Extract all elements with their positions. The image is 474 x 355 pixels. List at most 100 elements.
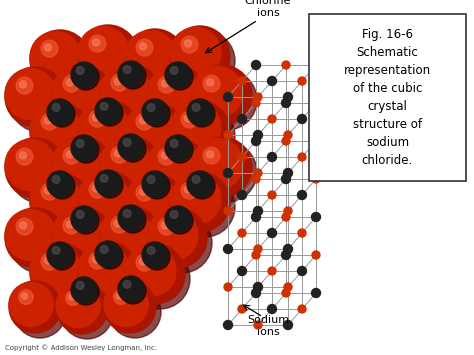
Circle shape — [100, 66, 151, 116]
Circle shape — [52, 138, 103, 190]
Circle shape — [83, 247, 143, 307]
Circle shape — [268, 191, 276, 199]
Circle shape — [237, 191, 246, 200]
Circle shape — [92, 39, 100, 46]
Circle shape — [105, 69, 165, 129]
Circle shape — [114, 290, 128, 304]
Circle shape — [252, 289, 261, 297]
Circle shape — [139, 258, 146, 265]
Circle shape — [35, 35, 95, 95]
Circle shape — [224, 321, 233, 329]
Circle shape — [123, 66, 131, 73]
Circle shape — [78, 102, 129, 153]
Circle shape — [83, 176, 143, 236]
Circle shape — [78, 242, 138, 302]
Circle shape — [63, 147, 80, 164]
Circle shape — [73, 208, 99, 234]
Circle shape — [52, 137, 112, 197]
Circle shape — [192, 176, 200, 183]
Circle shape — [19, 222, 27, 229]
Circle shape — [170, 103, 221, 153]
Circle shape — [30, 175, 81, 225]
Circle shape — [130, 179, 190, 239]
Circle shape — [224, 207, 232, 215]
Circle shape — [136, 254, 153, 271]
Circle shape — [252, 213, 261, 222]
Circle shape — [49, 173, 75, 199]
Circle shape — [311, 213, 320, 222]
Circle shape — [147, 247, 155, 254]
Circle shape — [252, 60, 261, 70]
Circle shape — [118, 276, 144, 302]
Circle shape — [267, 305, 276, 313]
Circle shape — [203, 147, 220, 164]
Circle shape — [252, 137, 261, 146]
Circle shape — [142, 99, 168, 125]
Circle shape — [56, 283, 100, 328]
Circle shape — [170, 66, 178, 74]
Circle shape — [167, 208, 193, 234]
Circle shape — [312, 251, 320, 259]
Circle shape — [298, 115, 307, 124]
Circle shape — [76, 140, 84, 147]
Circle shape — [170, 174, 221, 224]
Circle shape — [298, 229, 306, 237]
Circle shape — [109, 286, 161, 338]
Circle shape — [73, 137, 99, 163]
Circle shape — [35, 108, 95, 168]
Circle shape — [144, 101, 170, 127]
Circle shape — [49, 244, 75, 270]
Circle shape — [71, 277, 97, 303]
Circle shape — [167, 137, 193, 163]
Circle shape — [267, 229, 276, 237]
Circle shape — [117, 293, 123, 299]
Circle shape — [142, 242, 168, 268]
Circle shape — [73, 64, 99, 90]
Circle shape — [47, 171, 73, 197]
Circle shape — [95, 241, 121, 267]
Circle shape — [66, 79, 73, 86]
Circle shape — [147, 66, 207, 126]
Circle shape — [30, 104, 81, 155]
Circle shape — [311, 137, 320, 146]
Circle shape — [57, 70, 117, 130]
Circle shape — [78, 244, 129, 295]
Circle shape — [118, 61, 144, 87]
Circle shape — [10, 72, 70, 132]
Circle shape — [52, 66, 103, 118]
Circle shape — [41, 113, 58, 130]
Text: Sodium
ions: Sodium ions — [247, 315, 289, 337]
Circle shape — [139, 43, 146, 50]
Circle shape — [282, 61, 290, 69]
Circle shape — [125, 244, 185, 304]
Circle shape — [158, 76, 175, 93]
Circle shape — [125, 103, 185, 163]
Circle shape — [105, 211, 165, 271]
Circle shape — [120, 278, 146, 304]
Circle shape — [30, 103, 90, 163]
Circle shape — [104, 281, 156, 333]
Circle shape — [76, 66, 84, 74]
Circle shape — [71, 135, 97, 161]
Circle shape — [136, 113, 153, 130]
Circle shape — [147, 208, 207, 268]
Circle shape — [224, 93, 233, 102]
Circle shape — [152, 213, 212, 273]
Circle shape — [52, 247, 60, 254]
Circle shape — [14, 286, 66, 338]
Circle shape — [298, 191, 307, 200]
Circle shape — [5, 209, 56, 261]
Circle shape — [237, 267, 246, 275]
Circle shape — [298, 267, 307, 275]
Circle shape — [120, 207, 146, 233]
Circle shape — [18, 290, 33, 304]
Circle shape — [78, 173, 129, 224]
Circle shape — [123, 280, 131, 288]
Circle shape — [65, 291, 80, 305]
Circle shape — [97, 243, 123, 269]
Circle shape — [139, 188, 146, 195]
Circle shape — [83, 30, 143, 90]
Circle shape — [147, 176, 155, 183]
Circle shape — [114, 150, 122, 157]
Circle shape — [298, 77, 306, 85]
